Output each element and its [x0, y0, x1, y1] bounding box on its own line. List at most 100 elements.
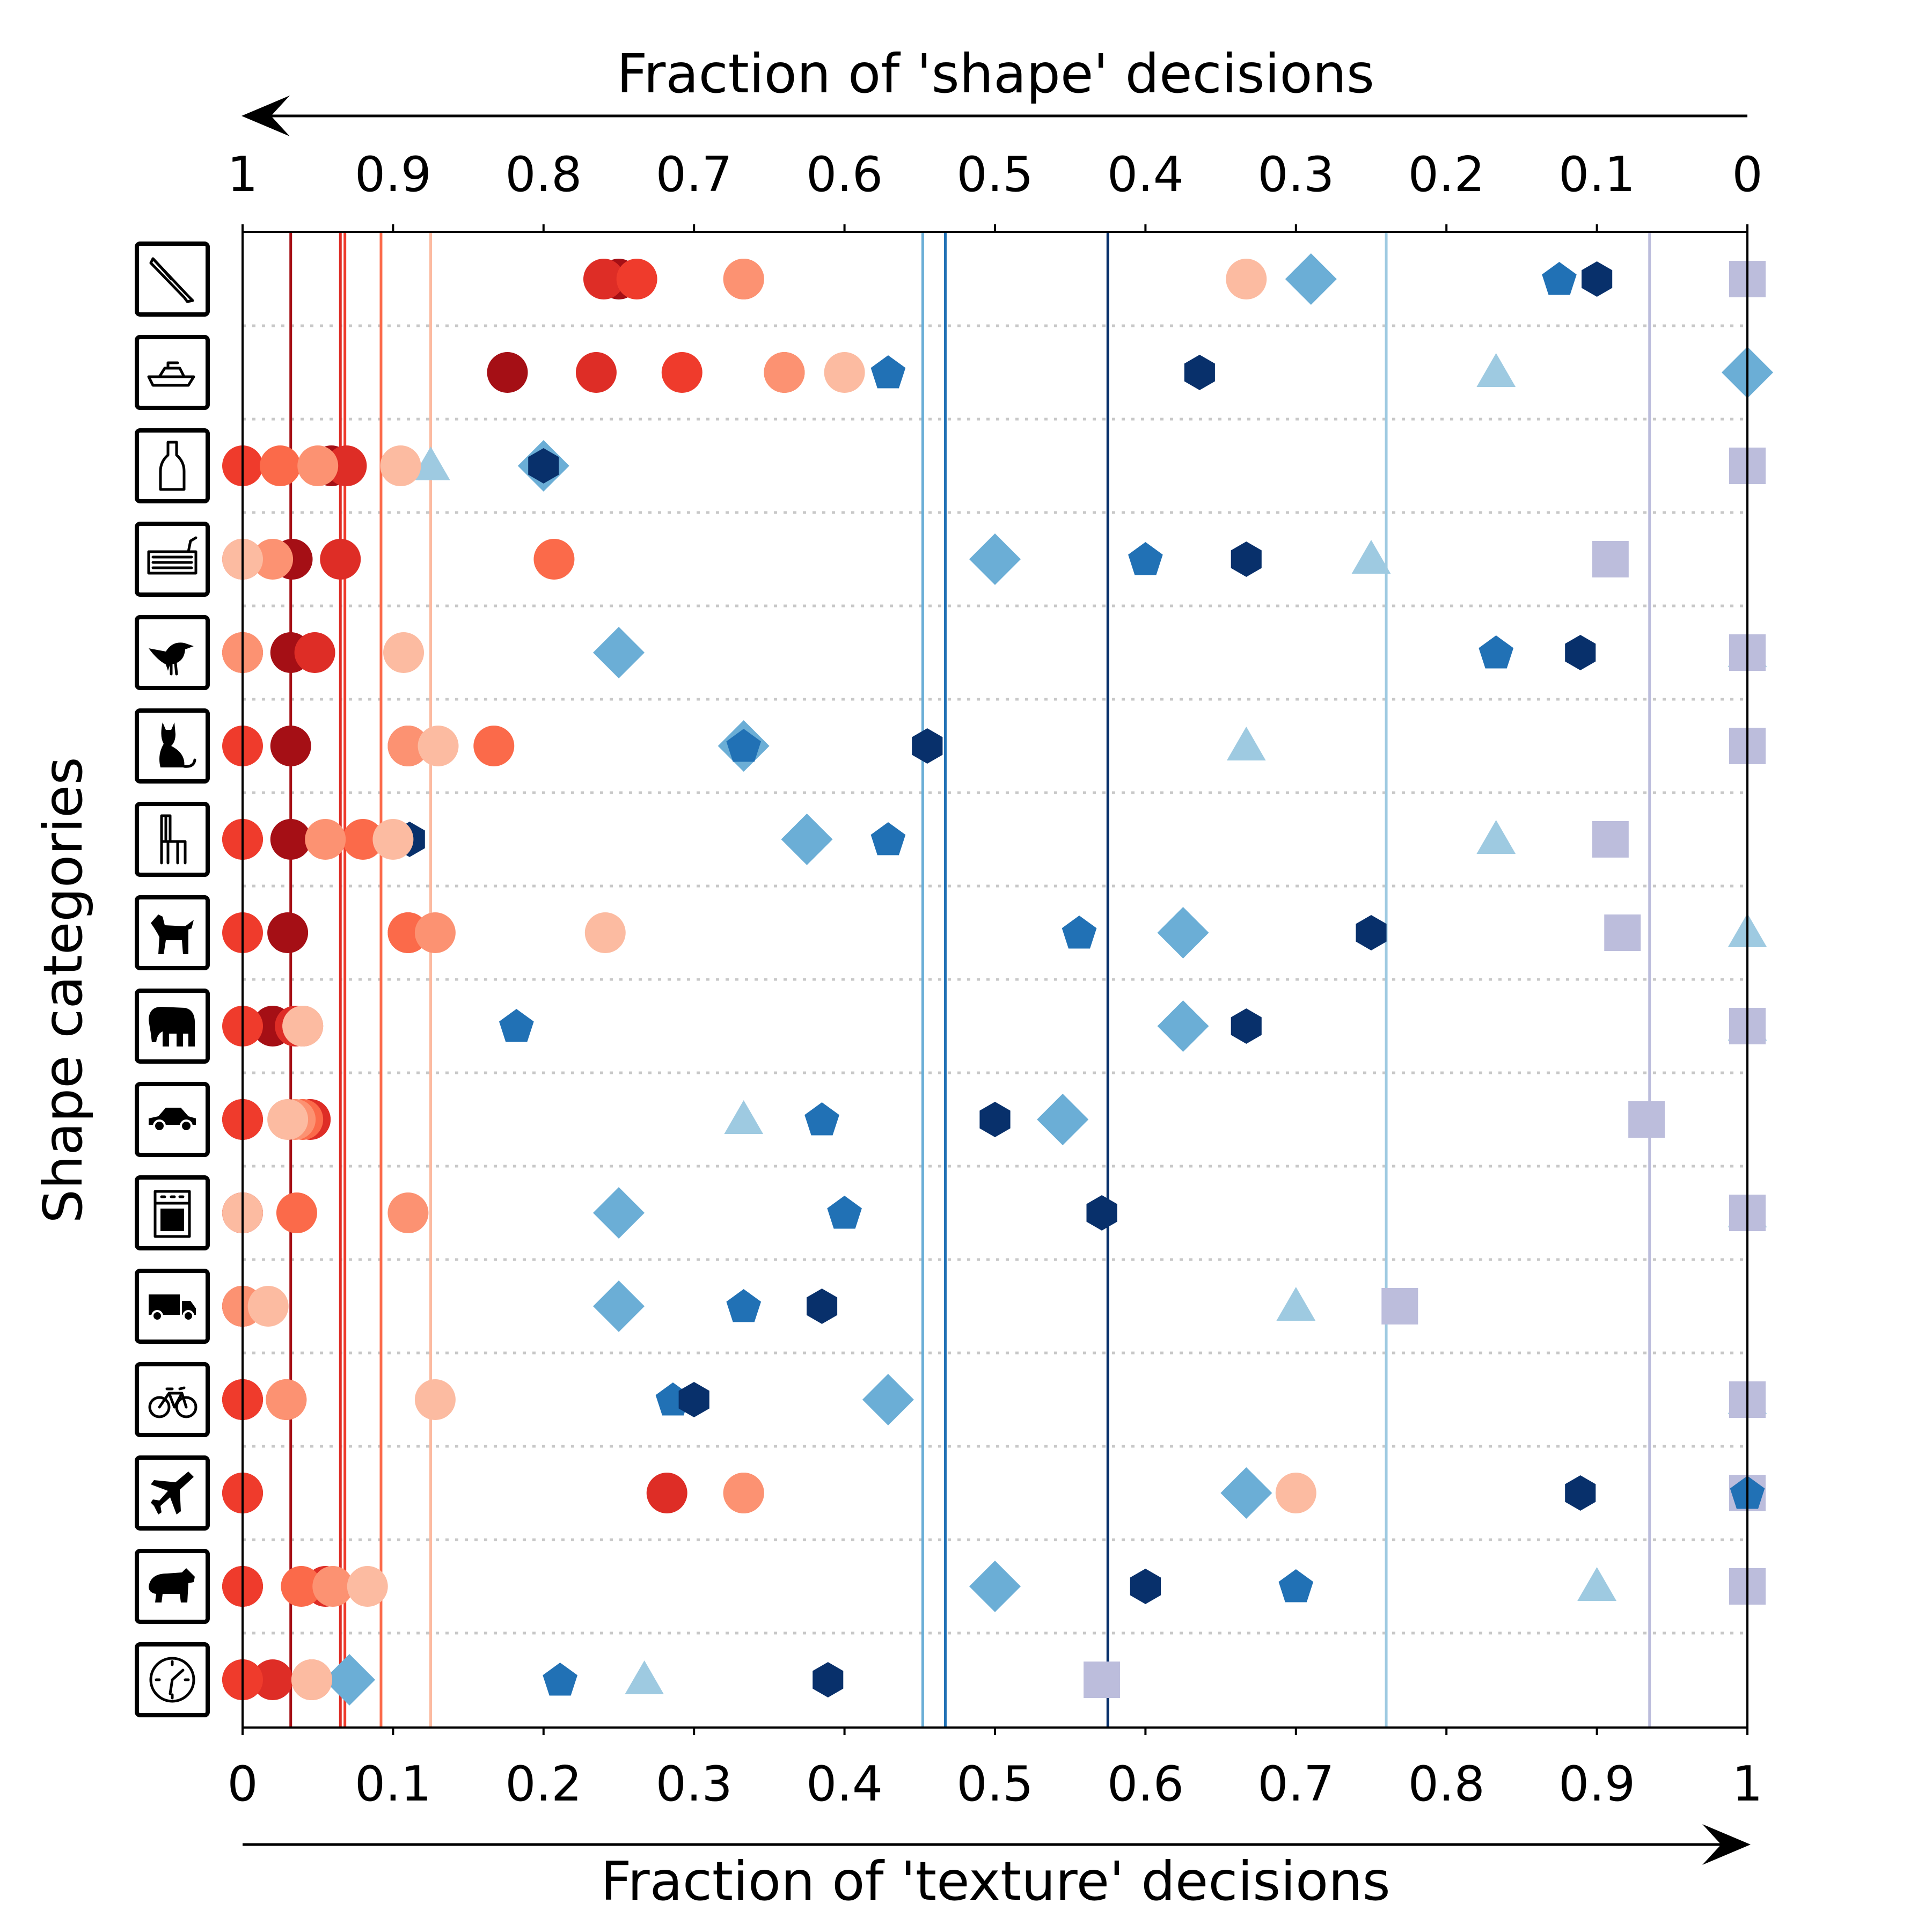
hexagon-marker	[1356, 915, 1387, 950]
diamond-marker	[1157, 907, 1209, 958]
category-row-icon	[135, 895, 210, 970]
triangle-marker	[1276, 1287, 1316, 1321]
human-marker	[414, 912, 456, 953]
human-marker	[1275, 1473, 1316, 1513]
human-marker	[320, 539, 361, 580]
top-tick-label: 0.2	[1408, 147, 1485, 203]
square-marker	[1592, 821, 1629, 858]
human-marker	[281, 1566, 322, 1607]
square-marker	[1604, 914, 1641, 951]
square-marker	[1381, 1288, 1418, 1324]
top-tick-label: 0.3	[1257, 147, 1334, 203]
bird-icon	[149, 642, 194, 676]
human-marker	[616, 259, 657, 299]
bottle-icon	[159, 441, 186, 491]
cat-icon	[159, 722, 196, 768]
pentagon-marker	[1278, 1569, 1314, 1602]
pentagon-marker	[499, 1009, 534, 1042]
boat-icon	[147, 361, 195, 387]
human-marker	[247, 1286, 289, 1327]
pentagon-marker	[726, 729, 762, 762]
oven-icon	[153, 1190, 191, 1238]
bottom-tick-label: 0.2	[505, 1756, 582, 1812]
hexagon-marker	[1130, 1569, 1161, 1604]
human-marker	[291, 1659, 332, 1700]
bottom-tick-label: 0	[227, 1756, 258, 1812]
human-marker	[723, 1473, 764, 1513]
y-axis-title: Shape categories	[32, 757, 94, 1223]
pentagon-marker	[827, 1196, 862, 1229]
bottom-tick-label: 0.5	[956, 1756, 1033, 1812]
triangle-marker	[625, 1660, 664, 1694]
chair-icon	[160, 814, 187, 865]
human-marker	[473, 726, 515, 766]
human-marker	[1226, 259, 1267, 299]
bicycle-icon	[148, 1386, 197, 1418]
top-direction-arrow	[241, 96, 1747, 136]
human-marker	[418, 726, 459, 766]
truck-icon	[149, 1294, 196, 1322]
series-model-diamond	[324, 253, 1773, 1706]
bottom-tick-label: 0.8	[1408, 1756, 1485, 1812]
human-marker	[342, 819, 384, 860]
bottom-tick-label: 0.6	[1107, 1756, 1184, 1812]
series-model-hexagon	[394, 261, 1613, 1697]
diamond-marker	[862, 1374, 914, 1425]
human-marker	[276, 1192, 317, 1233]
human-marker	[575, 352, 617, 393]
pentagon-marker	[1062, 916, 1097, 949]
triangle-marker	[1577, 1567, 1616, 1601]
data-markers	[222, 253, 1773, 1706]
square-marker	[1628, 1101, 1665, 1138]
elephant-icon	[149, 1007, 195, 1046]
category-row-icon	[135, 1549, 210, 1624]
human-marker	[267, 912, 309, 953]
human-marker	[487, 352, 528, 393]
bottom-tick-label: 0.3	[656, 1756, 733, 1812]
pentagon-marker	[870, 355, 906, 389]
human-marker	[764, 352, 805, 393]
human-marker	[380, 445, 421, 486]
axis-ticks: 0 1 0.1 0.9 0.2 0.8 0.3 0.7 0.4 0.6 0.5 0.5 0.6 0.4 0.…	[227, 147, 1762, 1812]
dog-icon	[151, 914, 194, 954]
top-tick-label: 1	[227, 147, 258, 203]
human-marker	[646, 1473, 687, 1513]
category-row-icon	[135, 1175, 210, 1250]
triangle-marker	[1476, 820, 1516, 854]
human-marker	[267, 1099, 309, 1140]
human-marker	[312, 1566, 354, 1607]
hexagon-marker	[979, 1102, 1011, 1137]
triangle-marker	[411, 447, 450, 480]
triangle-marker	[1226, 727, 1266, 760]
human-marker	[252, 539, 294, 580]
series-human-6	[222, 259, 1316, 1700]
hexagon-marker	[813, 1662, 844, 1697]
diamond-marker	[593, 1280, 645, 1332]
hexagon-marker	[1231, 1008, 1262, 1044]
category-row-icon	[135, 708, 210, 784]
human-marker	[584, 912, 626, 953]
hexagon-marker	[528, 448, 559, 484]
pentagon-marker	[1542, 262, 1577, 295]
human-marker	[270, 819, 311, 860]
top-tick-label: 0	[1732, 147, 1762, 203]
top-tick-label: 0.6	[806, 147, 883, 203]
icon-frame	[135, 708, 210, 784]
diamond-marker	[1285, 253, 1337, 305]
category-row-icon	[135, 1082, 210, 1157]
top-tick-label: 0.4	[1107, 147, 1184, 203]
top-tick-label: 0.1	[1558, 147, 1635, 203]
bear-icon	[149, 1568, 195, 1602]
triangle-marker	[1351, 540, 1391, 574]
hexagon-marker	[912, 728, 943, 764]
category-row-icon	[135, 1642, 210, 1717]
diamond-marker	[1037, 1094, 1089, 1145]
hexagon-marker	[1565, 1475, 1596, 1511]
bottom-tick-label: 0.7	[1257, 1756, 1334, 1812]
car-icon	[149, 1108, 196, 1132]
hexagon-marker	[807, 1289, 838, 1324]
hexagon-marker	[1231, 541, 1262, 577]
bottom-direction-arrow	[243, 1824, 1751, 1865]
